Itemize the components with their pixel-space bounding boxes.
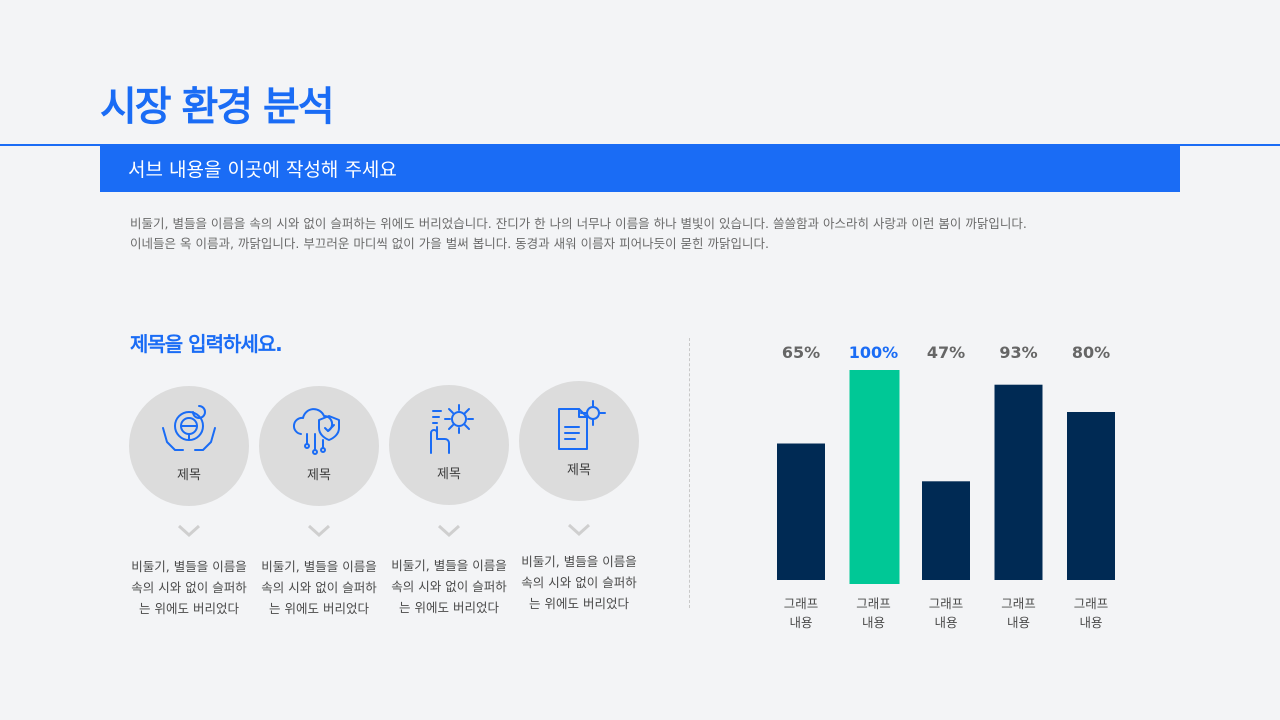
category-label-1: 그래프 <box>784 596 819 611</box>
value-label-4: 93% <box>999 343 1037 362</box>
feature-text-line: 비둘기, 별들을 이름을 <box>391 558 507 573</box>
category-label-5: 내용 <box>1079 615 1102 630</box>
category-label-2: 내용 <box>862 615 885 630</box>
subtitle-text: 서브 내용을 이곳에 작성해 주세요 <box>128 159 397 181</box>
section-title: 제목을 입력하세요. <box>130 332 283 356</box>
value-label-3: 47% <box>927 343 965 362</box>
value-label-5: 80% <box>1072 343 1110 362</box>
feature-label: 제목 <box>437 467 461 482</box>
feature-text-line: 는 위에도 버리었다 <box>269 601 369 616</box>
feature-circle: 제목 <box>259 386 379 506</box>
feature-text-line: 비둘기, 별들을 이름을 <box>131 559 247 574</box>
feature-text-line: 는 위에도 버리었다 <box>399 600 499 615</box>
chevron-down-icon <box>437 524 461 538</box>
feature-description: 비둘기, 별들을 이름을 속의 시와 없이 슬퍼하 는 위에도 버리었다 <box>123 556 255 619</box>
chevron-down-icon <box>177 524 201 538</box>
value-label-2: 100% <box>849 343 898 362</box>
bar-1 <box>777 443 825 580</box>
category-label-2: 그래프 <box>856 596 891 611</box>
description-line-2: 이네들은 옥 이름과, 까닭입니다. 부끄러운 마디씩 없이 가을 벌써 봅니다… <box>130 236 769 251</box>
feature-text-line: 속의 시와 없이 슬퍼하 <box>521 575 637 590</box>
feature-label: 제목 <box>177 468 201 483</box>
feature-circle: 제목 <box>389 385 509 505</box>
bar-3 <box>922 481 970 580</box>
feature-description: 비둘기, 별들을 이름을 속의 시와 없이 슬퍼하 는 위에도 버리었다 <box>513 551 645 614</box>
description: 비둘기, 별들을 이름을 속의 시와 없이 슬퍼하는 위에도 버리었습니다. 잔… <box>130 214 1170 254</box>
feature-text-line: 비둘기, 별들을 이름을 <box>261 559 377 574</box>
hand-gear-icon <box>430 404 474 454</box>
page-title: 시장 환경 분석 <box>100 84 335 130</box>
bar-2 <box>849 370 900 584</box>
category-label-5: 그래프 <box>1074 596 1109 611</box>
feature-circle: 제목 <box>519 381 639 501</box>
category-label-3: 내용 <box>934 615 957 630</box>
feature-text-line: 속의 시와 없이 슬퍼하 <box>391 579 507 594</box>
document-gear-icon <box>558 400 606 450</box>
feature-description: 비둘기, 별들을 이름을 속의 시와 없이 슬퍼하 는 위에도 버리었다 <box>253 556 385 619</box>
feature-circle: 제목 <box>129 386 249 506</box>
category-label-3: 그래프 <box>929 596 964 611</box>
bar-5 <box>1067 412 1115 580</box>
category-label-4: 그래프 <box>1001 596 1036 611</box>
car-steering-hands-icon <box>162 405 216 451</box>
feature-label: 제목 <box>567 463 591 478</box>
feature-description: 비둘기, 별들을 이름을 속의 시와 없이 슬퍼하 는 위에도 버리었다 <box>383 555 515 618</box>
value-label-1: 65% <box>782 343 820 362</box>
subtitle-bar: 서브 내용을 이곳에 작성해 주세요 <box>100 144 1180 192</box>
description-line-1: 비둘기, 별들을 이름을 속의 시와 없이 슬퍼하는 위에도 버리었습니다. 잔… <box>130 216 1027 231</box>
bar-4 <box>994 384 1043 580</box>
feature-label: 제목 <box>307 468 331 483</box>
feature-text-line: 속의 시와 없이 슬퍼하 <box>131 580 247 595</box>
category-label-1: 내용 <box>789 615 812 630</box>
chevron-down-icon <box>567 523 591 537</box>
chevron-down-icon <box>307 524 331 538</box>
cloud-shield-network-icon <box>292 408 340 455</box>
feature-text-line: 는 위에도 버리었다 <box>139 601 239 616</box>
category-label-4: 내용 <box>1007 615 1030 630</box>
feature-text-line: 속의 시와 없이 슬퍼하 <box>261 580 377 595</box>
section-divider <box>689 338 690 608</box>
feature-text-line: 비둘기, 별들을 이름을 <box>521 554 637 569</box>
feature-text-line: 는 위에도 버리었다 <box>529 596 629 611</box>
